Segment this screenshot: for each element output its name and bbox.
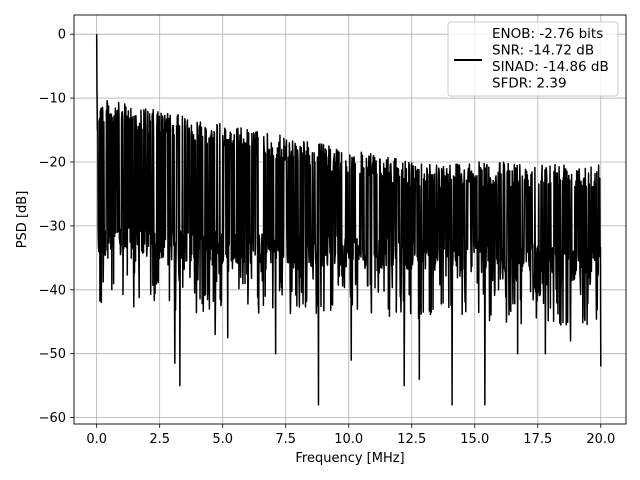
y-tick-label: 0 [58, 28, 66, 43]
x-axis-label: Frequency [MHz] [295, 451, 404, 466]
legend: ENOB: -2.76 bits SNR: -14.72 dB SINAD: -… [447, 21, 619, 97]
psd-series-line [95, 34, 602, 406]
y-tick-label: −60 [39, 411, 66, 426]
x-tick-label: 15.0 [460, 432, 489, 447]
x-tick-label: 0.0 [86, 432, 107, 447]
y-tick-label: −40 [39, 283, 66, 298]
y-tick-label: −20 [39, 155, 66, 170]
legend-line-sinad: SINAD: -14.86 dB [492, 59, 609, 75]
x-tick-label: 2.5 [149, 432, 170, 447]
x-tick-label: 7.5 [275, 432, 296, 447]
y-axis-label: PSD [dB] [15, 191, 30, 249]
x-axis: 0.0 2.5 5.0 7.5 10.0 12.5 15.0 17.5 20.0 [86, 424, 615, 447]
x-tick-label: 5.0 [212, 432, 233, 447]
plot-area [95, 34, 602, 406]
y-axis: 0 −10 −20 −30 −40 −50 −60 [39, 28, 74, 426]
legend-line-snr: SNR: -14.72 dB [492, 43, 594, 59]
y-tick-label: −30 [39, 219, 66, 234]
x-tick-label: 20.0 [586, 432, 615, 447]
legend-line-enob: ENOB: -2.76 bits [492, 26, 603, 42]
x-tick-label: 12.5 [397, 432, 426, 447]
legend-box [447, 21, 619, 97]
x-tick-label: 17.5 [523, 432, 552, 447]
y-tick-label: −10 [39, 92, 66, 107]
plot-frame [73, 14, 627, 425]
legend-line-sfdr: SFDR: 2.39 [492, 76, 567, 92]
y-tick-label: −50 [39, 347, 66, 362]
x-tick-label: 10.0 [334, 432, 363, 447]
